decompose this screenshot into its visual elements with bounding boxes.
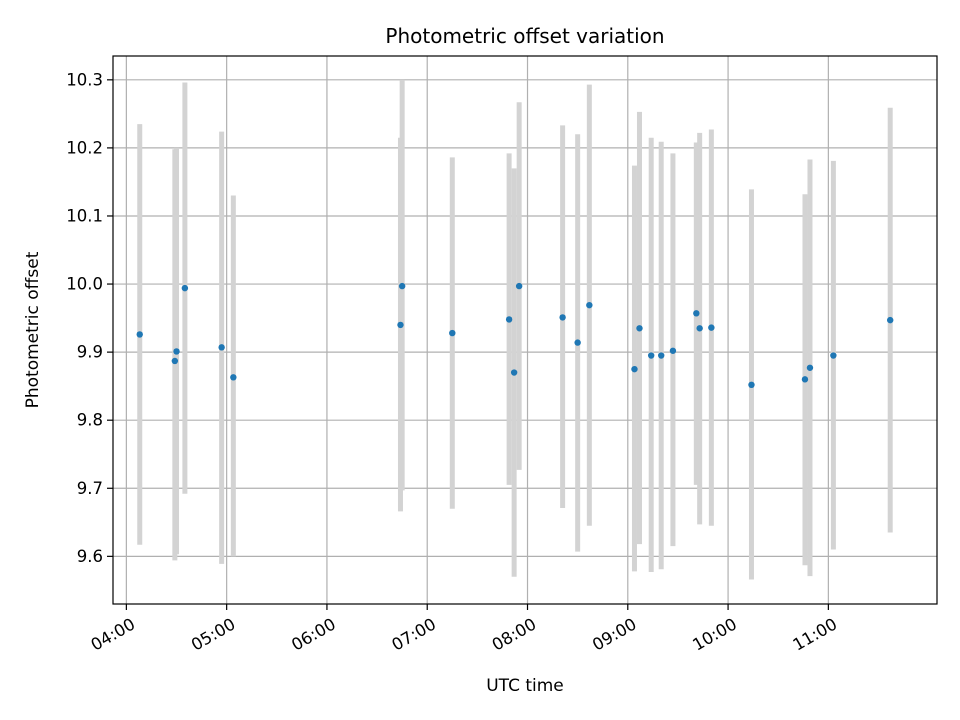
y-tick-label: 9.7: [77, 479, 103, 498]
data-point: [218, 344, 225, 351]
data-point: [887, 316, 894, 324]
data-point: [708, 324, 715, 331]
y-axis-ticks: 9.6 9.7 9.8 9.9 10.0 10.1 10.2 10.3: [66, 70, 113, 566]
y-tick-label: 9.8: [77, 411, 103, 430]
data-point: [136, 331, 143, 338]
data-point: [171, 357, 179, 365]
y-tick-label: 10.1: [66, 206, 103, 225]
data-point: [574, 339, 581, 346]
data-point: [510, 369, 518, 376]
data-points: [136, 282, 894, 388]
data-point: [173, 348, 180, 355]
data-point: [748, 381, 755, 388]
y-axis-label: Photometric offset: [23, 251, 43, 408]
data-point: [505, 316, 513, 323]
data-point: [398, 282, 406, 290]
data-point: [181, 284, 189, 292]
data-point: [806, 364, 814, 371]
data-point: [658, 352, 665, 359]
chart-title: Photometric offset variation: [385, 24, 664, 48]
data-point: [631, 365, 638, 373]
y-tick-label: 9.9: [77, 343, 103, 362]
y-tick-label: 10.2: [66, 138, 103, 157]
data-point: [647, 352, 655, 359]
grid: [113, 56, 937, 604]
y-tick-label: 9.6: [77, 547, 103, 566]
data-point: [586, 301, 593, 309]
data-point: [515, 282, 523, 290]
data-point: [669, 347, 677, 354]
data-point: [559, 314, 566, 321]
data-point: [693, 310, 700, 317]
y-tick-label: 10.3: [66, 70, 103, 89]
x-axis-label: UTC time: [486, 676, 564, 696]
data-point: [801, 376, 809, 383]
plot-area-frame: [112, 55, 938, 605]
data-point: [696, 325, 703, 332]
data-point: [397, 321, 404, 329]
data-point: [449, 329, 456, 337]
data-point: [830, 352, 837, 359]
y-tick-label: 10.0: [66, 275, 103, 294]
data-point: [230, 374, 237, 381]
data-point: [636, 325, 643, 332]
